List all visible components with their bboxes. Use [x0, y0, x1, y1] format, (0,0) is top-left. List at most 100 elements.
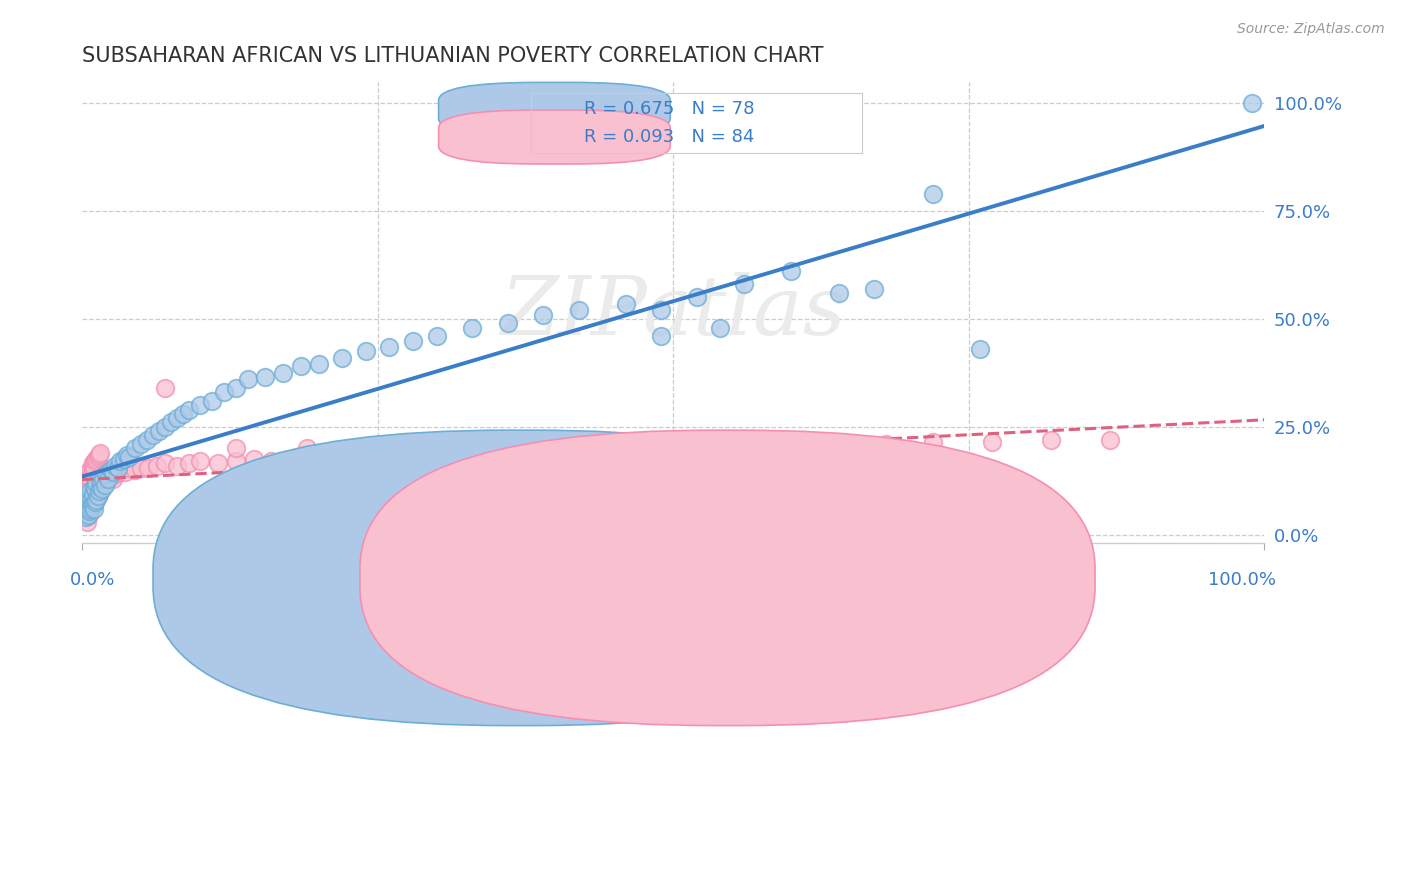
Point: [79, 463, 101, 477]
Point: [79, 484, 101, 499]
Point: [188, 454, 211, 468]
Text: 0.0%: 0.0%: [70, 571, 115, 589]
Point: [79, 501, 101, 516]
Point: [531, 443, 554, 458]
Point: [80, 500, 103, 514]
Point: [673, 442, 696, 456]
Point: [86, 475, 108, 490]
Point: [875, 437, 897, 451]
Point: [136, 433, 159, 447]
Point: [603, 463, 626, 477]
Point: [579, 443, 602, 458]
Point: [87, 486, 110, 500]
Point: [76, 515, 98, 529]
Point: [75, 493, 97, 508]
Point: [290, 359, 312, 374]
Point: [75, 510, 97, 524]
Text: Source: ZipAtlas.com: Source: ZipAtlas.com: [1237, 22, 1385, 37]
Point: [89, 445, 111, 459]
Point: [77, 506, 100, 520]
Point: [82, 498, 104, 512]
Point: [79, 471, 101, 485]
Point: [77, 508, 100, 523]
Point: [426, 448, 449, 462]
Point: [780, 264, 803, 278]
Point: [567, 303, 589, 318]
Point: [254, 370, 277, 384]
Point: [82, 457, 104, 471]
Point: [83, 495, 105, 509]
Point: [827, 437, 849, 451]
Point: [94, 474, 117, 488]
Point: [107, 465, 129, 479]
Point: [686, 290, 709, 304]
Point: [153, 457, 176, 471]
Point: [104, 467, 127, 482]
Point: [87, 448, 110, 462]
Point: [84, 454, 107, 468]
Point: [166, 411, 188, 425]
Point: [77, 484, 100, 499]
Point: [86, 489, 108, 503]
Point: [496, 445, 519, 459]
Point: [90, 483, 112, 497]
Point: [90, 475, 112, 490]
Point: [83, 480, 105, 494]
Text: Lithuanians: Lithuanians: [752, 568, 853, 586]
Point: [650, 329, 672, 343]
Point: [308, 452, 330, 467]
Point: [378, 340, 401, 354]
Point: [87, 484, 110, 499]
Point: [437, 457, 460, 471]
Point: [295, 442, 318, 456]
Text: SUBSAHARAN AFRICAN VS LITHUANIAN POVERTY CORRELATION CHART: SUBSAHARAN AFRICAN VS LITHUANIAN POVERTY…: [82, 46, 824, 66]
Point: [614, 297, 637, 311]
Point: [89, 480, 111, 494]
Point: [768, 439, 790, 453]
Point: [496, 316, 519, 330]
Point: [115, 448, 138, 462]
Point: [82, 465, 104, 479]
Point: [461, 320, 484, 334]
Point: [77, 498, 100, 512]
Point: [627, 442, 650, 456]
Point: [330, 351, 353, 365]
Point: [97, 471, 120, 485]
Point: [118, 460, 141, 475]
FancyBboxPatch shape: [153, 430, 889, 725]
Point: [172, 407, 194, 421]
Point: [136, 460, 159, 475]
Point: [93, 478, 115, 492]
Point: [73, 506, 96, 520]
Point: [330, 450, 353, 464]
Point: [1241, 96, 1264, 111]
Point: [260, 454, 283, 468]
Point: [177, 457, 200, 471]
Point: [142, 428, 165, 442]
Point: [118, 450, 141, 464]
Point: [367, 452, 389, 467]
Point: [86, 493, 108, 508]
Point: [75, 501, 97, 516]
Point: [114, 465, 136, 479]
Point: [188, 398, 211, 412]
Point: [426, 329, 449, 343]
Point: [145, 458, 167, 473]
FancyBboxPatch shape: [360, 430, 1095, 725]
Point: [86, 452, 108, 467]
Point: [101, 465, 124, 479]
Point: [97, 471, 120, 485]
Point: [91, 480, 114, 494]
Point: [721, 439, 744, 453]
Point: [100, 463, 122, 477]
Text: ZIPatlas: ZIPatlas: [501, 272, 846, 352]
Point: [225, 381, 247, 395]
Point: [86, 491, 108, 505]
Point: [271, 366, 294, 380]
Point: [101, 471, 124, 485]
Text: 100.0%: 100.0%: [1208, 571, 1275, 589]
Point: [201, 393, 224, 408]
Point: [225, 442, 247, 456]
Point: [83, 460, 105, 475]
Point: [531, 308, 554, 322]
